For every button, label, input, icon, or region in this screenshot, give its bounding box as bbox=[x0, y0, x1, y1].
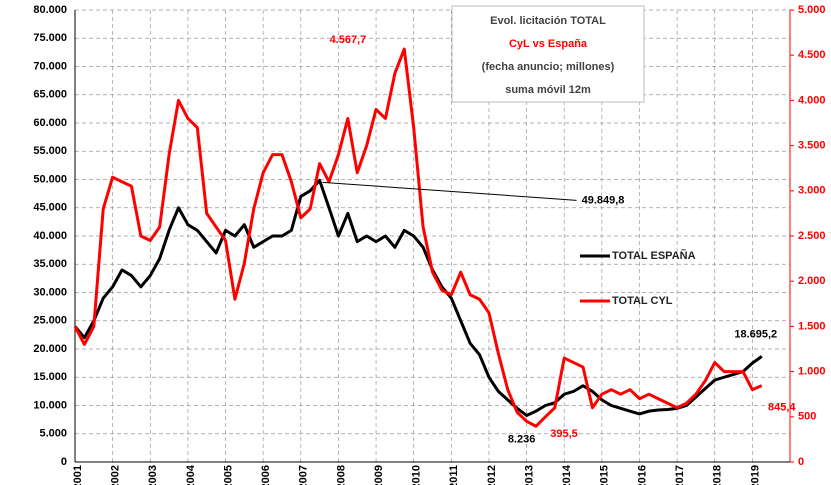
x-tick-label: 2006 bbox=[260, 465, 272, 485]
y-tick-label: 25.000 bbox=[33, 315, 67, 327]
data-label: 49.849,8 bbox=[582, 194, 625, 206]
y2-tick-label: 1.500 bbox=[798, 320, 826, 332]
y-tick-label: 20.000 bbox=[33, 343, 67, 355]
data-label: 845,4 bbox=[768, 401, 796, 413]
y-tick-label: 30.000 bbox=[33, 286, 67, 298]
y-tick-label: 65.000 bbox=[33, 89, 67, 101]
x-tick-label: 2005 bbox=[222, 465, 234, 485]
x-tick-label: 2009 bbox=[373, 465, 385, 485]
legend-label: TOTAL ESPAÑA bbox=[612, 249, 696, 262]
x-tick-label: 2019 bbox=[749, 465, 761, 485]
y-tick-label: 55.000 bbox=[33, 145, 67, 157]
x-tick-label: 2002 bbox=[110, 465, 122, 485]
x-tick-label: 2008 bbox=[335, 465, 347, 485]
y2-tick-label: 1.000 bbox=[798, 366, 826, 378]
y-tick-label: 0 bbox=[61, 456, 67, 468]
y2-tick-label: 2.000 bbox=[798, 275, 826, 287]
x-tick-label: 2010 bbox=[411, 465, 423, 485]
y2-tick-label: 0 bbox=[798, 456, 804, 468]
data-label: 8.236 bbox=[508, 433, 536, 445]
x-tick-label: 2012 bbox=[486, 465, 498, 485]
series-line bbox=[73, 178, 763, 417]
chart-title: (fecha anuncio; millones) bbox=[482, 61, 615, 73]
y-tick-label: 70.000 bbox=[33, 60, 67, 72]
y-tick-label: 50.000 bbox=[33, 173, 67, 185]
y-tick-label: 45.000 bbox=[33, 202, 67, 214]
y2-tick-label: 4.000 bbox=[798, 94, 826, 106]
data-label: 18.695,2 bbox=[734, 328, 777, 340]
y2-tick-label: 3.000 bbox=[798, 185, 826, 197]
y2-tick-label: 500 bbox=[798, 411, 816, 423]
y2-tick-label: 4.500 bbox=[798, 49, 826, 61]
legend-label: TOTAL CYL bbox=[612, 295, 673, 307]
chart-title: suma móvil 12m bbox=[505, 84, 591, 96]
x-tick-label: 2003 bbox=[147, 465, 159, 485]
y-tick-label: 80.000 bbox=[33, 4, 67, 16]
x-tick-label: 2007 bbox=[298, 465, 310, 485]
x-tick-label: 2015 bbox=[599, 465, 611, 485]
y2-tick-label: 3.500 bbox=[798, 140, 826, 152]
y-tick-label: 10.000 bbox=[33, 399, 67, 411]
x-tick-label: 2011 bbox=[448, 465, 460, 485]
x-tick-label: 2016 bbox=[636, 465, 648, 485]
x-tick-label: 2013 bbox=[523, 465, 535, 485]
x-tick-label: 2004 bbox=[185, 464, 197, 485]
y2-tick-label: 2.500 bbox=[798, 230, 826, 242]
data-label: 4.567,7 bbox=[330, 34, 367, 46]
y2-tick-label: 5.000 bbox=[798, 4, 826, 16]
annotation-arrow bbox=[322, 181, 577, 201]
series-line bbox=[73, 47, 763, 428]
data-label: 395,5 bbox=[550, 428, 578, 440]
x-tick-label: 2017 bbox=[674, 465, 686, 485]
title-box bbox=[451, 5, 645, 103]
y-tick-label: 35.000 bbox=[33, 258, 67, 270]
y-tick-label: 60.000 bbox=[33, 117, 67, 129]
chart-title: Evol. licitación TOTAL bbox=[490, 15, 606, 27]
x-tick-label: 2001 bbox=[72, 465, 84, 485]
y-tick-label: 75.000 bbox=[33, 32, 67, 44]
y-tick-label: 5.000 bbox=[39, 428, 67, 440]
chart-title: CyL vs España bbox=[509, 38, 588, 50]
x-tick-label: 2018 bbox=[712, 465, 724, 485]
y-tick-label: 40.000 bbox=[33, 230, 67, 242]
y-tick-label: 15.000 bbox=[33, 371, 67, 383]
x-tick-label: 2014 bbox=[561, 464, 573, 485]
